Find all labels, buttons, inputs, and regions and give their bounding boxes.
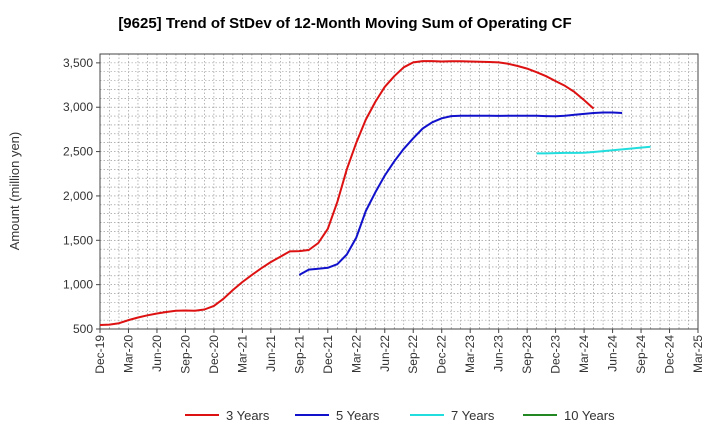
x-tick-label: Mar-23 (463, 335, 477, 373)
x-tick-label: Mar-22 (349, 335, 363, 373)
y-tick-label: 500 (73, 322, 93, 336)
x-tick-label: Sep-21 (292, 335, 306, 374)
y-tick-label: 2,000 (63, 189, 93, 203)
x-tick-label: Sep-23 (520, 335, 534, 374)
x-tick-label: Dec-24 (663, 335, 677, 374)
x-tick-label: Jun-23 (492, 335, 506, 372)
x-tick-label: Jun-20 (150, 335, 164, 372)
x-axis-ticks: Dec-19 Mar-20 Jun-20 Sep-20 Dec-20 Mar-21 Jun-… (93, 329, 705, 374)
x-tick-label: Jun-21 (264, 335, 278, 372)
x-tick-label: Dec-23 (549, 335, 563, 374)
x-tick-label: Sep-24 (634, 335, 648, 374)
x-tick-label: Sep-20 (178, 335, 192, 374)
y-axis-label: Amount (million yen) (7, 132, 22, 251)
x-tick-label: Dec-21 (321, 335, 335, 374)
series-line-7-years (536, 145, 651, 155)
x-tick-label: Mar-25 (691, 335, 705, 373)
series-line-5-years (298, 111, 623, 276)
legend: 3 Years 5 Years 7 Years 10 Years (185, 408, 615, 423)
x-tick-label: Jun-22 (378, 335, 392, 372)
y-tick-label: 3,000 (63, 100, 93, 114)
legend-label: 10 Years (564, 408, 615, 423)
x-tick-label: Dec-22 (435, 335, 449, 374)
chart-title: [9625] Trend of StDev of 12-Month Moving… (118, 15, 571, 32)
y-tick-label: 1,500 (63, 233, 93, 247)
y-tick-label: 2,500 (63, 145, 93, 159)
legend-label: 7 Years (451, 408, 495, 423)
x-tick-label: Jun-24 (606, 335, 620, 372)
x-tick-label: Sep-22 (406, 335, 420, 374)
y-axis-ticks: 500 1,000 1,500 2,000 2,500 3,000 3,500 (63, 56, 100, 336)
x-tick-label: Mar-21 (235, 335, 249, 373)
series-lines (99, 60, 651, 326)
legend-label: 5 Years (336, 408, 380, 423)
legend-label: 3 Years (226, 408, 270, 423)
plot-area (99, 53, 699, 330)
series-line-3-years (99, 60, 595, 326)
y-tick-label: 1,000 (63, 278, 93, 292)
x-tick-label: Dec-19 (93, 335, 107, 374)
y-tick-label: 3,500 (63, 56, 93, 70)
x-tick-label: Mar-24 (577, 335, 591, 373)
grid (100, 54, 698, 329)
x-tick-label: Mar-20 (121, 335, 135, 373)
x-tick-label: Dec-20 (207, 335, 221, 374)
